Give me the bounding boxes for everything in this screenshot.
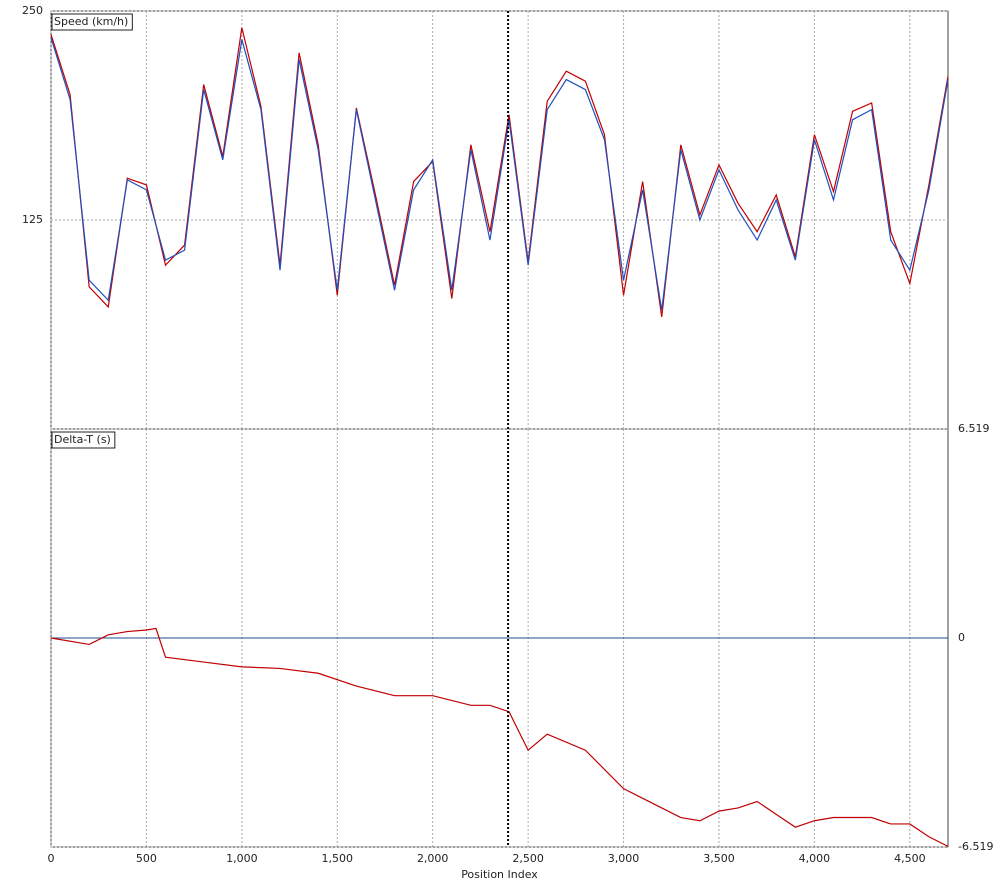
y-tick-label: 6.519 <box>958 422 990 435</box>
y-tick-label: 125 <box>22 213 43 226</box>
x-tick-label: 4,000 <box>799 852 831 865</box>
y-tick-label: 0 <box>958 631 965 644</box>
x-tick-label: 4,500 <box>894 852 926 865</box>
x-tick-label: 0 <box>48 852 55 865</box>
title-box <box>51 13 133 31</box>
x-tick-label: 3,000 <box>608 852 640 865</box>
panel-title: Delta-T (s) <box>54 433 111 446</box>
x-tick-label: 500 <box>136 852 157 865</box>
x-tick-label: 2,500 <box>512 852 544 865</box>
title-box <box>51 431 116 449</box>
x-tick-label: 1,000 <box>226 852 258 865</box>
y-tick-label: -6.519 <box>958 840 993 853</box>
speed-trace <box>50 627 949 847</box>
x-tick-label: 2,000 <box>417 852 449 865</box>
speed-trace <box>50 37 949 311</box>
y-tick-label: 250 <box>22 4 43 17</box>
x-axis-label: Position Index <box>461 868 538 881</box>
x-tick-label: 3,500 <box>703 852 735 865</box>
x-tick-label: 1,500 <box>322 852 354 865</box>
panel-title: Speed (km/h) <box>54 15 128 28</box>
